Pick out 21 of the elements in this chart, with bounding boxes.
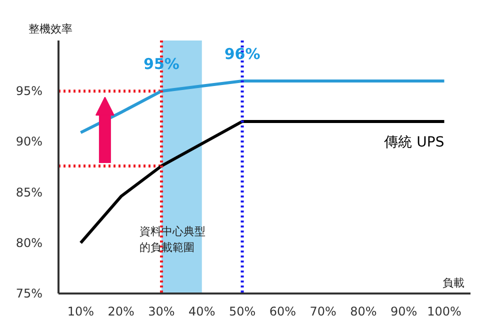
annotation: 96% [224, 44, 260, 63]
y-tick-label: 90% [16, 134, 42, 149]
x-tick-label: 40% [188, 304, 216, 318]
x-axis-title: 負載 [442, 276, 464, 290]
x-tick-label: 10% [67, 304, 94, 318]
x-tick-label: 50% [228, 304, 256, 318]
annotation: 95% [144, 55, 180, 74]
y-tick-label: 85% [16, 185, 42, 200]
x-tick-label: 20% [108, 304, 134, 318]
y-tick-label: 75% [16, 286, 42, 300]
y-tick-label: 80% [16, 236, 42, 250]
y-tick-label: 95% [16, 84, 42, 98]
x-tick-label: 90% [390, 304, 418, 318]
line-series [79, 79, 446, 134]
x-tick-label: 30% [148, 304, 175, 318]
y-axis-title: 整機效率 [28, 22, 72, 36]
x-tick-label: 80% [350, 304, 377, 318]
x-tick-label: 60% [269, 304, 296, 318]
x-tick-label: 70% [310, 304, 336, 318]
x-tick-label: 100% [427, 304, 462, 318]
series-label: 傳統 UPS [383, 134, 444, 151]
